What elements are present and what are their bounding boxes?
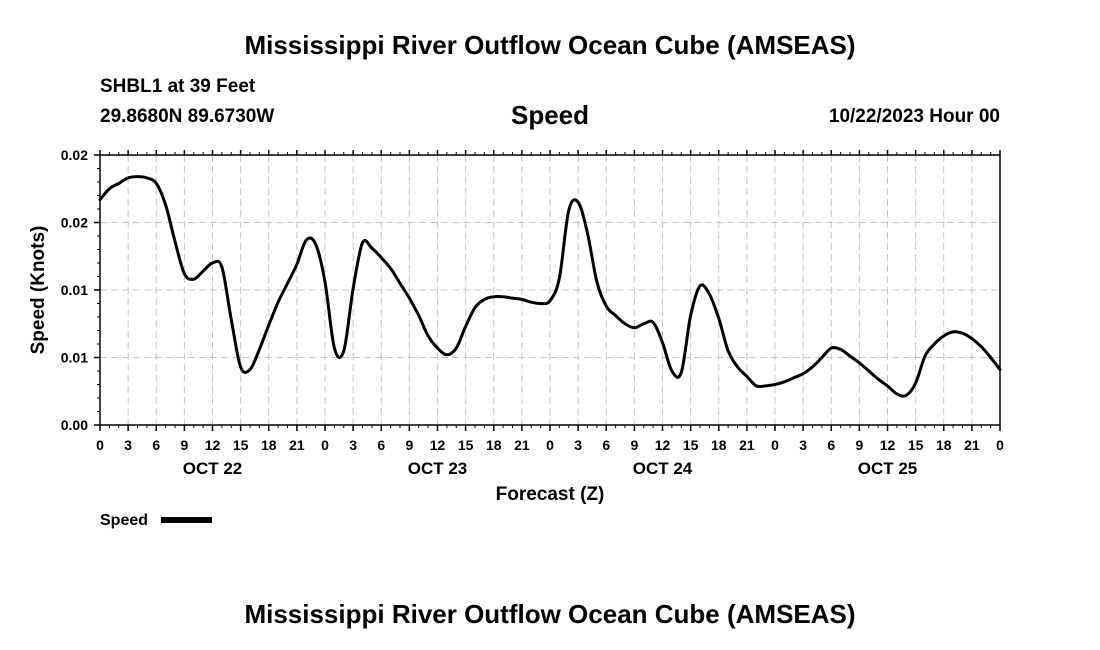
x-tick-label: 9 (180, 437, 188, 453)
x-day-label: OCT 23 (408, 459, 468, 478)
x-tick-label: 0 (771, 437, 779, 453)
x-tick-label: 0 (996, 437, 1004, 453)
x-tick-label: 12 (205, 437, 221, 453)
x-tick-label: 15 (683, 437, 699, 453)
x-day-label: OCT 24 (633, 459, 693, 478)
y-tick-label: 0.01 (61, 282, 88, 298)
x-tick-label: 6 (377, 437, 385, 453)
speed-series-line (98, 175, 1002, 398)
x-tick-label: 0 (546, 437, 554, 453)
y-tick-label: 0.00 (61, 417, 88, 433)
x-tick-label: 18 (261, 437, 277, 453)
station-label: SHBL1 at 39 Feet (100, 76, 256, 97)
x-tick-label: 6 (602, 437, 610, 453)
y-tick-label: 0.02 (61, 215, 88, 231)
x-tick-label: 3 (349, 437, 357, 453)
x-tick-label: 15 (233, 437, 249, 453)
x-tick-label: 18 (711, 437, 727, 453)
x-tick-label: 21 (739, 437, 755, 453)
x-tick-label: 18 (936, 437, 952, 453)
y-axis-label: Speed (Knots) (28, 226, 49, 355)
x-tick-label: 0 (321, 437, 329, 453)
x-axis-label: Forecast (Z) (496, 484, 605, 505)
footer-title: Mississippi River Outflow Ocean Cube (AM… (244, 599, 856, 629)
y-tick-label: 0.02 (61, 147, 88, 163)
x-tick-label: 21 (289, 437, 305, 453)
x-tick-label: 9 (630, 437, 638, 453)
x-tick-label: 21 (514, 437, 530, 453)
forecast-date-label: 10/22/2023 Hour 00 (828, 106, 1000, 127)
x-tick-label: 15 (458, 437, 474, 453)
axis-ticks (94, 150, 1001, 431)
x-tick-label: 12 (880, 437, 896, 453)
x-tick-label: 6 (152, 437, 160, 453)
x-tick-label: 3 (124, 437, 132, 453)
x-tick-label: 6 (827, 437, 835, 453)
chart-title: Speed (510, 100, 590, 130)
x-tick-label: 3 (574, 437, 582, 453)
x-tick-label: 18 (486, 437, 502, 453)
x-day-label: OCT 25 (858, 459, 918, 478)
x-tick-label: 3 (799, 437, 807, 453)
x-tick-label: 9 (855, 437, 863, 453)
coordinates-label: 29.8680N 89.6730W (100, 106, 275, 127)
x-tick-label: 15 (908, 437, 924, 453)
y-tick-label: 0.01 (61, 350, 88, 366)
tick-labels: 0 3 6 9 12 15 18 21 0 3 6 9 12 15 18 21 0 3 6 9 12 15 18 21 0 3 6 9… (61, 147, 1004, 478)
main-title: Mississippi River Outflow Ocean Cube (AM… (244, 30, 856, 60)
x-tick-label: 0 (96, 437, 104, 453)
x-tick-label: 12 (430, 437, 446, 453)
x-tick-label: 12 (655, 437, 671, 453)
x-tick-label: 9 (405, 437, 413, 453)
legend-label: Speed (100, 512, 148, 529)
legend-swatch (161, 517, 212, 523)
grid-lines (100, 155, 1000, 425)
x-day-label: OCT 22 (183, 459, 243, 478)
x-tick-label: 21 (964, 437, 980, 453)
